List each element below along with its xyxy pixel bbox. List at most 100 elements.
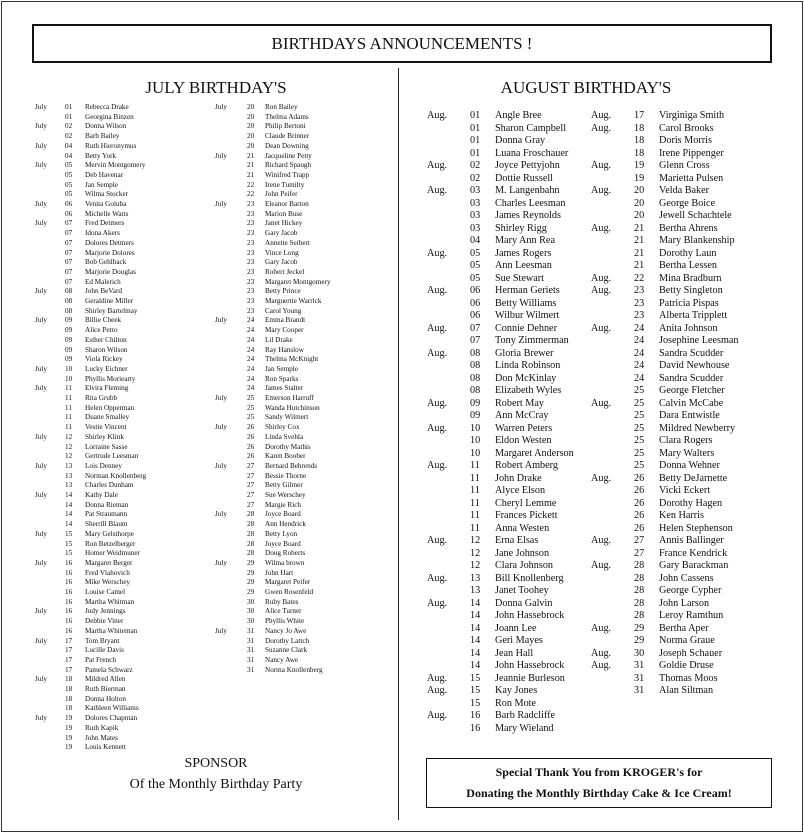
birthday-day: 02 [470,172,481,184]
birthday-name: Sharon Wilson [85,345,128,354]
birthday-day: 24 [247,364,255,373]
birthday-name: Linda Robinson [495,360,561,371]
birthday-name: Gary Jacob [265,229,298,238]
birthday-day: 05 [65,190,73,199]
birthday-day: 06 [470,310,481,321]
birthday-name: Ron Betzelberger [85,539,136,548]
birthday-name: John Hassebrock [495,610,565,621]
birthday-name: Linda Svehla [265,432,304,441]
birthday-day: 03 [470,185,481,196]
birthday-day: 11 [65,423,72,432]
birthday-month: Aug. [591,285,612,296]
birthday-month: July [35,364,47,373]
birthday-month: Aug. [427,247,448,259]
birthday-name: Elvira Fleming [85,384,129,393]
birthday-day: 07 [65,258,73,267]
birthday-day: 11 [470,460,480,471]
birthday-name: Cheryl Lemme [495,497,557,509]
birthday-month: Aug. [427,672,448,684]
birthday-month: July [35,432,47,441]
birthday-day: 27 [247,481,255,490]
birthday-name: Margaret Peifer [265,578,311,587]
birthday-day: 11 [470,472,480,484]
birthday-name: Lil Drake [265,335,293,344]
birthday-name: Duane Smalley [85,413,130,422]
birthday-month: July [215,316,227,325]
birthday-day: 05 [65,161,73,170]
birthday-name: Winifred Trapp [265,170,310,179]
birthday-name: Gary Barackman [659,560,729,571]
birthday-day: 14 [65,500,73,509]
birthday-day: 22 [634,272,645,284]
birthday-name: Joseph Schauer [659,647,723,659]
birthday-day: 11 [65,394,72,402]
birthday-name: Emerson Harruff [265,394,314,402]
birthday-month: Aug. [591,185,612,196]
birthday-day: 23 [247,306,255,315]
birthday-name: Geraldine Miller [85,297,134,305]
birthday-month: Aug. [591,222,612,234]
birthday-month: Aug. [591,472,612,484]
birthday-month: July [35,287,47,296]
birthday-name: Anita Johnson [659,322,718,334]
birthday-day: 26 [634,497,645,509]
birthday-month: Aug. [427,535,448,546]
birthday-name: Vince Long [265,248,299,257]
birthday-day: 15 [470,685,481,696]
birthday-day: 31 [247,646,255,655]
birthday-name: Sandra Scudder [659,347,724,359]
birthday-name: Tony Zimmerman [495,335,569,346]
birthday-name: John Larson [659,597,710,609]
birthday-month: July [35,219,47,228]
sponsor-title: SPONSOR [184,756,248,771]
birthday-name: Ruth Bierman [85,685,126,693]
birthday-name: Martha Whitman [85,597,135,606]
birthday-day: 29 [247,588,255,596]
birthday-day: 29 [634,635,645,646]
birthday-month: Aug. [591,122,612,134]
birthday-name: Betty DeJarnette [659,472,728,484]
birthday-day: 31 [247,655,255,664]
birthday-day: 14 [65,510,73,519]
birthday-day: 24 [247,316,255,325]
birthday-name: Annette Seibert [265,238,310,247]
birthday-name: Anna Westen [495,522,550,534]
birthday-name: Mary Cooper [265,326,304,335]
birthday-day: 21 [634,222,645,234]
birthday-name: Alan Siltman [659,685,714,696]
birthday-name: Tom Bryant [85,636,120,645]
birthday-day: 22 [247,190,255,199]
birthday-day: 07 [470,335,481,346]
birthday-name: Phyllis Moriearty [85,374,136,383]
birthday-name: Dorothy Laun [659,247,717,259]
birthday-name: Betty Lyon [265,529,298,538]
birthday-day: 25 [634,435,645,446]
birthday-day: 06 [470,285,481,296]
birthday-day: 19 [65,743,73,752]
birthday-day: 08 [470,347,481,359]
birthday-name: Donna Gray [495,135,546,146]
birthday-day: 12 [470,535,481,546]
birthday-day: 12 [65,432,73,441]
birthday-day: 07 [470,322,481,334]
birthday-day: 16 [65,597,73,606]
birthday-day: 10 [65,364,73,373]
birthday-day: 14 [470,622,481,634]
birthday-month: July [215,461,227,470]
birthday-day: 23 [247,219,255,228]
birthday-day: 31 [634,672,645,684]
birthday-day: 23 [247,277,255,286]
birthday-day: 05 [65,170,73,179]
birthday-day: 04 [65,141,73,150]
birthday-day: 28 [247,539,255,548]
birthday-name: Herman Geriets [495,285,560,296]
birthday-name: Donna Galvin [495,597,553,609]
birthday-name: Bill Knollenberg [495,572,564,584]
birthday-day: 25 [634,447,645,459]
sponsor-subtitle: Of the Monthly Birthday Party [129,777,303,792]
birthday-name: Thelma Adams [265,112,309,121]
birthday-day: 14 [470,635,481,646]
birthday-name: George Cypher [659,585,722,596]
birthday-day: 09 [65,355,73,364]
birthday-name: Vicki Eckert [659,485,711,496]
